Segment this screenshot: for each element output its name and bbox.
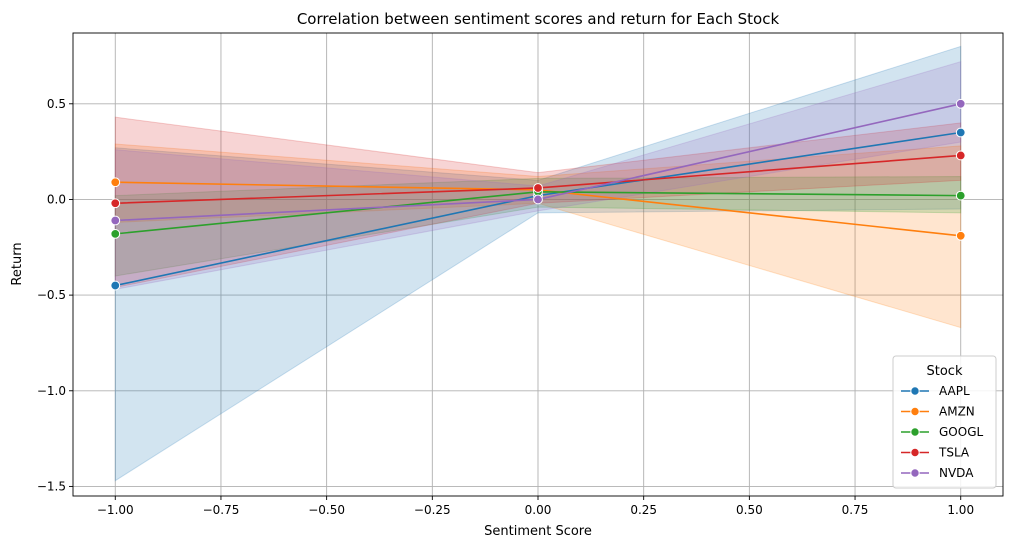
- legend-label-nvda: NVDA: [939, 466, 974, 480]
- point-amzn: [955, 230, 966, 241]
- x-tick-label: 1.00: [947, 503, 974, 517]
- point-nvda: [533, 194, 543, 205]
- point-tsla: [110, 198, 121, 209]
- point-googl: [110, 228, 121, 239]
- legend-label-amzn: AMZN: [939, 405, 975, 419]
- y-tick-label: 0.5: [47, 97, 66, 111]
- x-tick-label: −0.50: [308, 503, 345, 517]
- legend-marker-amzn: [910, 406, 920, 417]
- y-axis-ticks: −1.5 −1.0 −0.5 0.0 0.5: [37, 97, 73, 493]
- x-tick-label: −1.00: [97, 503, 134, 517]
- x-tick-label: 0.00: [525, 503, 552, 517]
- band-aapl: [114, 45, 962, 482]
- x-tick-label: −0.25: [414, 503, 451, 517]
- point-tsla: [533, 183, 543, 193]
- y-tick-label: 0.0: [47, 192, 66, 206]
- legend-title: Stock: [927, 364, 963, 379]
- x-tick-label: 0.75: [842, 503, 869, 517]
- band-googl: [114, 175, 962, 277]
- point-tsla: [955, 150, 966, 161]
- point-googl: [955, 190, 966, 201]
- point-amzn: [110, 177, 121, 188]
- y-tick-label: −0.5: [37, 288, 66, 302]
- legend-items: AAPL AMZN GOOGL TSLA NVDA: [901, 384, 983, 480]
- legend-label-aapl: AAPL: [939, 384, 970, 398]
- legend-marker-tsla: [910, 447, 920, 458]
- x-axis-label: Sentiment Score: [484, 524, 592, 539]
- x-tick-label: 0.50: [736, 503, 763, 517]
- legend-label-tsla: TSLA: [938, 446, 970, 460]
- legend-marker-nvda: [910, 468, 920, 478]
- legend-label-googl: GOOGL: [939, 425, 983, 439]
- point-nvda: [955, 98, 966, 109]
- series-points: [110, 98, 966, 291]
- point-aapl: [955, 127, 966, 138]
- y-tick-label: −1.5: [37, 479, 66, 493]
- point-aapl: [110, 280, 121, 291]
- y-axis-label: Return: [10, 242, 25, 285]
- y-tick-label: −1.0: [37, 384, 66, 398]
- legend-marker-aapl: [910, 386, 920, 396]
- chart-title: Correlation between sentiment scores and…: [297, 10, 780, 28]
- legend: Stock AAPL AMZN GOOGL TSLA NVDA: [892, 355, 997, 489]
- legend-marker-googl: [910, 427, 920, 437]
- x-axis-ticks: −1.00 −0.75 −0.50 −0.25 0.00 0.25 0.50 0.75 1.00: [97, 496, 974, 517]
- x-tick-label: −0.75: [203, 503, 240, 517]
- x-tick-label: 0.25: [630, 503, 657, 517]
- point-nvda: [110, 215, 121, 226]
